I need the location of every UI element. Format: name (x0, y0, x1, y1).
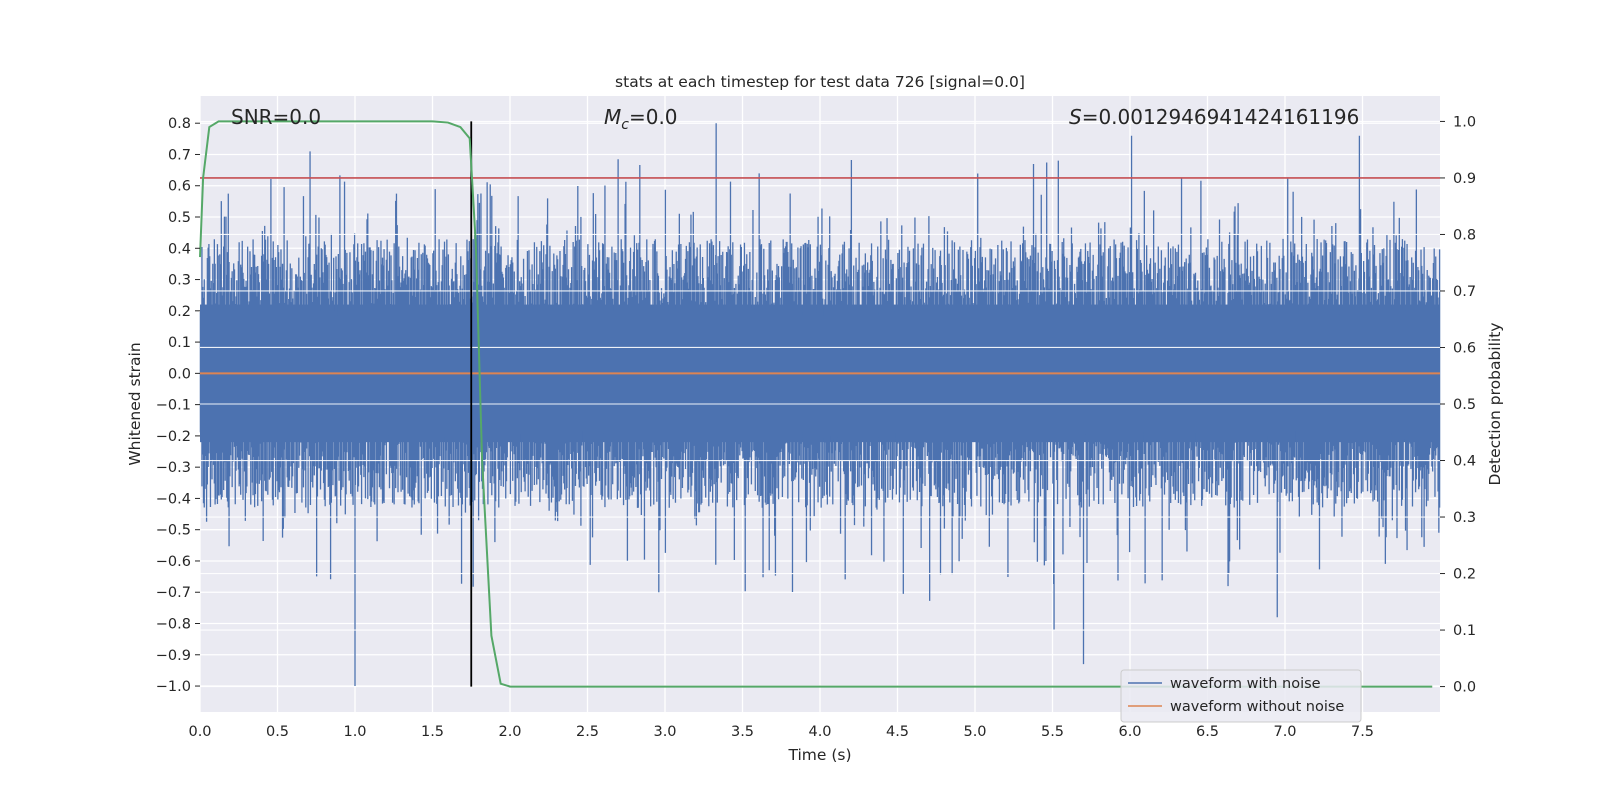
y2-axis-label: Detection probability (1486, 323, 1504, 486)
y-tick-label: −0.3 (156, 460, 191, 476)
legend-box (1120, 669, 1362, 723)
y-tick-label: 0.2 (168, 304, 191, 320)
x-tick-label: 4.0 (808, 724, 831, 740)
x-tick-label: 3.5 (731, 724, 754, 740)
x-tick-label: 4.5 (886, 724, 909, 740)
x-tick-label: 1.0 (343, 724, 366, 740)
legend-label-waveform-with-noise: waveform with noise (1170, 676, 1321, 692)
mc-symbol: M (604, 105, 621, 129)
x-tick-label: 1.5 (421, 724, 444, 740)
x-tick-label: 7.5 (1351, 724, 1374, 740)
y-tick-label: 0.8 (168, 116, 191, 132)
y-tick-label: 0.1 (168, 335, 191, 351)
y2-tick-label: 0.1 (1453, 623, 1476, 639)
overlay-lines (199, 120, 1440, 688)
y-tick-label: −0.5 (156, 523, 191, 539)
legend: waveform with noise waveform without noi… (1120, 669, 1362, 723)
x-tick-label: 3.0 (653, 724, 676, 740)
mc-value: =0.0 (629, 105, 678, 129)
y2-tick-label: 0.7 (1453, 284, 1476, 300)
x-tick-label: 6.0 (1118, 724, 1141, 740)
x-tick-label: 2.5 (576, 724, 599, 740)
y2-tick-label: 0.5 (1453, 397, 1476, 413)
waveform-with-noise-line (199, 123, 1441, 687)
detection-probability-line (199, 120, 1433, 688)
y2-tick-label: 0.2 (1453, 567, 1476, 583)
y-tick-label: −0.6 (156, 554, 191, 570)
y-tick-label: −0.1 (156, 398, 191, 414)
y-tick-label: 0.6 (168, 179, 191, 195)
s-annotation: S=0.0012946941424161196 (1069, 105, 1359, 129)
y2-tick-label: 0.3 (1453, 510, 1476, 526)
x-tick-label: 5.0 (963, 724, 986, 740)
mc-subscript: c (621, 117, 629, 133)
y2-tick-label: 0.8 (1453, 227, 1476, 243)
x-tick-label: 5.5 (1041, 724, 1064, 740)
y2-tick-label: 0.4 (1453, 454, 1476, 470)
x-tick-label: 2.0 (498, 724, 521, 740)
y-tick-label: −0.4 (156, 491, 191, 507)
s-value: =0.0012946941424161196 (1082, 105, 1360, 129)
y-tick-label: −0.7 (156, 585, 191, 601)
y-tick-label: 0.4 (168, 241, 191, 257)
x-tick-label: 6.5 (1196, 724, 1219, 740)
axes: 0.0 0.5 1.0 1.5 2.0 2.5 3.0 3.5 4.0 4.5 5.0 5.5 6.0 6… (156, 114, 1476, 740)
x-axis-label: Time (s) (787, 746, 851, 764)
legend-label-waveform-without-noise: waveform without noise (1170, 699, 1344, 715)
y-tick-label: 0.5 (168, 210, 191, 226)
y2-tick-label: 0.9 (1453, 171, 1476, 187)
y2-tick-label: 0.0 (1453, 680, 1476, 696)
y2-tick-label: 0.6 (1453, 340, 1476, 356)
y-tick-label: 0.0 (168, 366, 191, 382)
x-tick-label: 0.0 (188, 724, 211, 740)
y-tick-label: 0.3 (168, 273, 191, 289)
y-tick-label: −0.2 (156, 429, 191, 445)
y-tick-label: −0.9 (156, 648, 191, 664)
mc-annotation: Mc=0.0 (604, 105, 678, 133)
x-tick-label: 7.0 (1273, 724, 1296, 740)
y-tick-label: −1.0 (156, 679, 191, 695)
snr-annotation: SNR=0.0 (231, 105, 321, 129)
y-tick-label: 0.7 (168, 147, 191, 163)
y2-tick-label: 1.0 (1453, 114, 1476, 130)
x-tick-label: 0.5 (266, 724, 289, 740)
chart-title: stats at each timestep for test data 726… (615, 73, 1025, 91)
y-tick-label: −0.8 (156, 617, 191, 633)
y-axis-label: Whitened strain (126, 342, 144, 465)
s-symbol: S (1069, 105, 1082, 129)
